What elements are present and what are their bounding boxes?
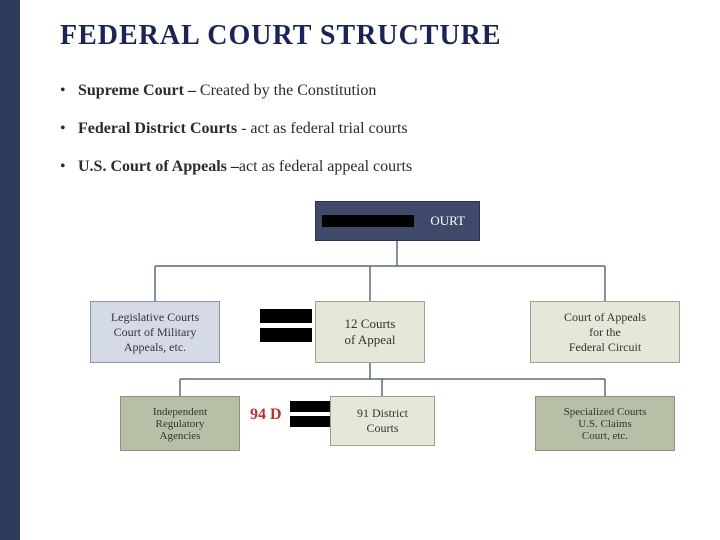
chart-node-legislative: Legislative CourtsCourt of MilitaryAppea… [90,301,220,363]
chart-node-agencies: IndependentRegulatoryAgencies [120,396,240,451]
bullet-rest: Created by the Constitution [196,82,376,99]
chart-node-twelve: 12 Courtsof Appeal [315,301,425,363]
redaction-mark [322,215,414,227]
bullet-rest: act as federal appeal courts [239,158,412,175]
bullet-bold: U.S. Court of Appeals – [78,158,239,175]
slide-content: FEDERAL COURT STRUCTURE Supreme Court – … [20,0,720,540]
bullet-list: Supreme Court – Created by the Constitut… [60,82,690,176]
chart-node-fedcircuit: Court of Appealsfor theFederal Circuit [530,301,680,363]
bullet-rest: - act as federal trial courts [237,120,408,137]
bullet-item: Supreme Court – Created by the Constitut… [60,82,690,100]
redaction-mark [290,401,330,412]
handwritten-annotation: 94 D [250,406,282,424]
redaction-mark [290,416,330,427]
bullet-item: U.S. Court of Appeals –act as federal ap… [60,158,690,176]
org-chart: OURTLegislative CourtsCourt of MilitaryA… [90,201,690,461]
bullet-bold: Federal District Courts [78,120,237,137]
bullet-item: Federal District Courts - act as federal… [60,120,690,138]
chart-node-specialized: Specialized CourtsU.S. ClaimsCourt, etc. [535,396,675,451]
bullet-bold: Supreme Court – [78,82,196,99]
page-title: FEDERAL COURT STRUCTURE [60,20,690,52]
redaction-mark [260,309,312,323]
chart-node-district: 91 DistrictCourts [330,396,435,446]
left-sidebar-accent [0,0,20,540]
redaction-mark [260,328,312,342]
